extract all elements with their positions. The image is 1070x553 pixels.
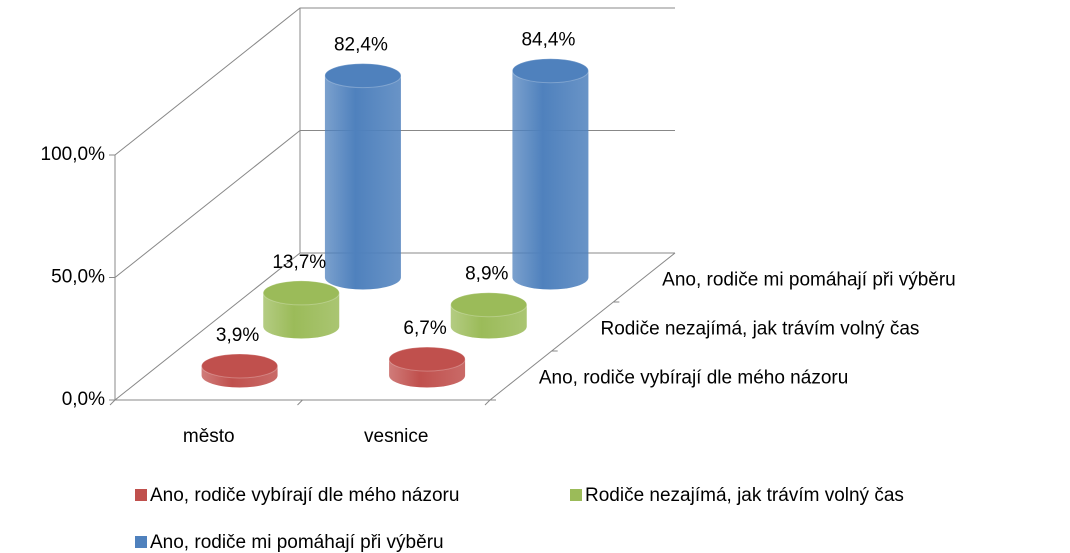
data-label: 8,9% [465,264,508,285]
legend-label: Ano, rodiče vybírají dle mého názoru [150,485,459,506]
bar [201,353,279,388]
bar [450,292,528,339]
legend-label: Rodiče nezajímá, jak trávím volný čas [585,485,904,506]
x-tick [484,399,491,406]
legend-swatch [135,489,147,501]
x-tick-label: vesnice [364,426,428,447]
y-tick-label: 0,0% [62,389,105,410]
data-label: 3,9% [216,325,259,346]
bar [388,346,466,388]
bar [324,63,402,290]
legend-swatch [570,489,582,501]
y-tick-label: 50,0% [51,267,105,288]
legend-swatch [135,536,147,548]
legend-label: Ano, rodiče mi pomáhají při výběru [150,532,444,553]
x-tick [297,399,303,406]
bar [262,280,340,339]
data-label: 82,4% [334,35,388,56]
data-label: 84,4% [521,30,575,51]
x-tick-label: město [183,426,235,447]
z-tick-label: Rodiče nezajímá, jak trávím volný čas [601,319,920,340]
y-tick-label: 100,0% [41,144,106,165]
x-tick [109,399,116,406]
data-label: 13,7% [272,252,326,273]
z-tick-label: Ano, rodiče mi pomáhají při výběru [662,270,956,291]
data-label: 6,7% [403,318,446,339]
grid-line [114,7,675,156]
bar [511,58,589,290]
z-tick-label: Ano, rodiče vybírají dle mého názoru [539,368,848,389]
